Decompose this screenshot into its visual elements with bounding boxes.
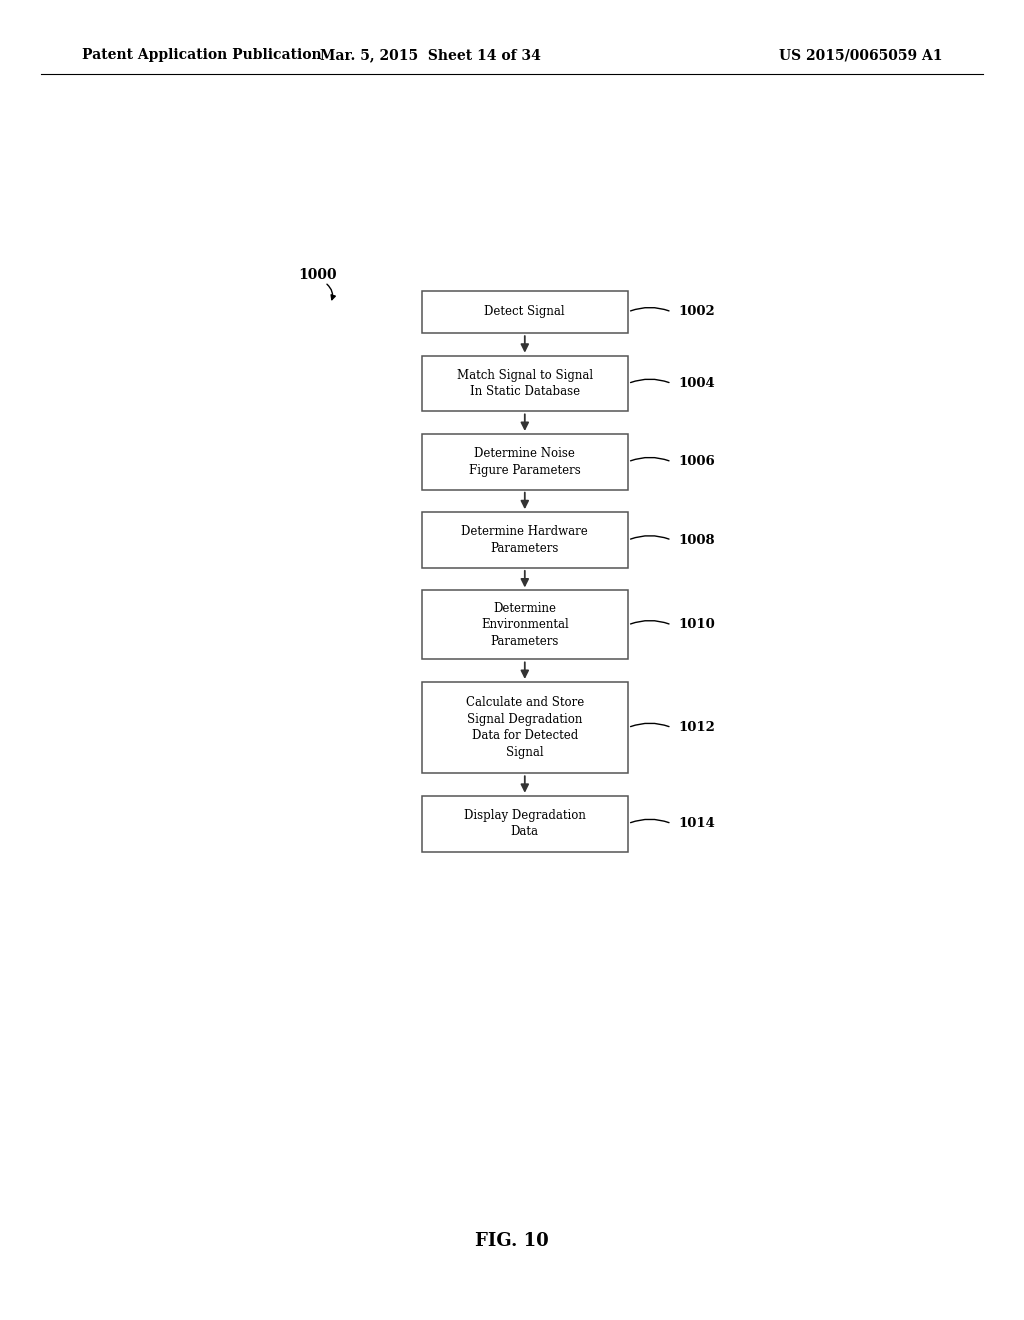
Bar xyxy=(422,512,628,568)
Text: Match Signal to Signal
In Static Database: Match Signal to Signal In Static Databas… xyxy=(457,368,593,399)
Text: 1012: 1012 xyxy=(678,721,715,734)
Text: 1004: 1004 xyxy=(678,378,715,389)
Text: Mar. 5, 2015  Sheet 14 of 34: Mar. 5, 2015 Sheet 14 of 34 xyxy=(319,49,541,62)
Bar xyxy=(422,796,628,851)
Text: Determine Hardware
Parameters: Determine Hardware Parameters xyxy=(462,525,588,554)
Text: 1000: 1000 xyxy=(299,268,337,282)
Bar xyxy=(422,290,628,333)
Text: US 2015/0065059 A1: US 2015/0065059 A1 xyxy=(778,49,942,62)
Bar xyxy=(422,355,628,412)
Text: 1006: 1006 xyxy=(678,455,715,469)
Text: Determine
Environmental
Parameters: Determine Environmental Parameters xyxy=(481,602,568,648)
Text: Patent Application Publication: Patent Application Publication xyxy=(82,49,322,62)
Text: Display Degradation
Data: Display Degradation Data xyxy=(464,809,586,838)
Text: 1002: 1002 xyxy=(678,305,715,318)
Text: Detect Signal: Detect Signal xyxy=(484,305,565,318)
Text: 1014: 1014 xyxy=(678,817,715,830)
Text: 1010: 1010 xyxy=(678,619,715,631)
Text: Determine Noise
Figure Parameters: Determine Noise Figure Parameters xyxy=(469,447,581,477)
Bar xyxy=(422,434,628,490)
Text: FIG. 10: FIG. 10 xyxy=(475,1232,549,1250)
Bar xyxy=(422,682,628,774)
Text: 1008: 1008 xyxy=(678,533,715,546)
Text: Calculate and Store
Signal Degradation
Data for Detected
Signal: Calculate and Store Signal Degradation D… xyxy=(466,697,584,759)
Bar xyxy=(422,590,628,660)
